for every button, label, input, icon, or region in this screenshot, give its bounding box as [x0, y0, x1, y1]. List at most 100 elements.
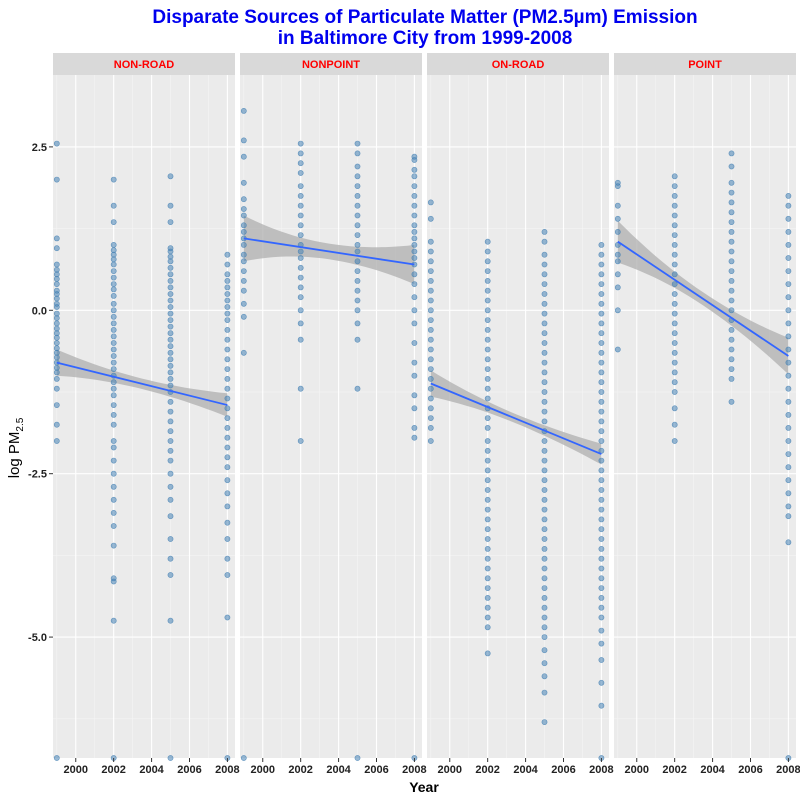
data-point	[728, 238, 735, 245]
x-tick-label: 2002	[288, 764, 312, 776]
data-point	[598, 369, 605, 376]
data-points	[614, 150, 792, 761]
data-point	[53, 245, 60, 252]
data-point	[110, 176, 117, 183]
data-point	[110, 444, 117, 451]
data-point	[411, 320, 418, 327]
y-axis-title-main: log PM	[6, 432, 23, 479]
data-point	[671, 192, 678, 199]
data-point	[240, 108, 247, 114]
data-point	[297, 284, 304, 291]
data-point	[167, 617, 174, 624]
data-point	[167, 297, 174, 304]
panel-background	[240, 75, 422, 758]
data-point	[167, 264, 174, 271]
data-point	[728, 179, 735, 186]
data-point	[167, 310, 174, 317]
facet-strip	[614, 53, 796, 75]
data-point	[598, 379, 605, 386]
data-point	[167, 291, 174, 297]
x-tick-label: 2006	[364, 764, 388, 776]
data-point	[484, 457, 491, 464]
data-point	[671, 300, 678, 307]
data-point	[541, 595, 548, 601]
data-point	[297, 438, 304, 444]
data-point	[728, 356, 735, 363]
data-point	[167, 398, 174, 405]
data-point	[541, 438, 548, 444]
data-point	[785, 398, 792, 405]
data-point	[598, 657, 605, 663]
data-point	[614, 183, 621, 189]
data-point	[728, 209, 735, 216]
data-point	[484, 375, 491, 382]
data-point	[411, 202, 418, 209]
data-point	[354, 248, 361, 255]
data-point	[541, 228, 548, 235]
data-point	[110, 578, 117, 585]
data-point	[785, 359, 792, 366]
data-point	[785, 192, 792, 199]
data-point	[240, 241, 247, 248]
data-point	[484, 415, 491, 421]
data-point	[354, 222, 361, 229]
data-point	[167, 317, 174, 323]
x-axis-title: Year	[409, 779, 439, 795]
data-point	[53, 304, 60, 310]
data-point	[541, 389, 548, 395]
data-point	[53, 261, 60, 268]
x-tick-label: 2006	[551, 764, 575, 776]
data-point	[427, 356, 434, 363]
data-point	[598, 640, 605, 647]
facet-panel-non-road: NON-ROAD 2000 2002 2004 2006 2008	[53, 53, 240, 776]
data-point	[110, 438, 117, 444]
x-tick-label: 2004	[700, 764, 725, 776]
data-point	[354, 307, 361, 314]
data-point	[240, 287, 247, 294]
data-point	[411, 166, 418, 173]
data-point	[297, 307, 304, 314]
data-point	[484, 477, 491, 484]
data-point	[240, 349, 247, 356]
trend-line	[617, 240, 789, 357]
data-point	[484, 326, 491, 333]
data-point	[167, 408, 174, 415]
data-point	[354, 277, 361, 284]
data-point	[167, 323, 174, 330]
data-point	[484, 650, 491, 657]
data-point	[427, 277, 434, 284]
data-point	[240, 206, 247, 212]
data-point	[614, 202, 621, 209]
data-point	[224, 572, 231, 578]
data-point	[728, 228, 735, 235]
data-point	[598, 271, 605, 278]
data-point	[224, 284, 231, 291]
data-point	[541, 624, 548, 631]
data-point	[167, 483, 174, 490]
data-point	[785, 268, 792, 274]
data-point	[224, 536, 231, 542]
data-point	[224, 519, 231, 526]
data-point	[484, 555, 491, 562]
data-point	[297, 320, 304, 327]
data-point	[224, 424, 231, 431]
x-tick-label: 2000	[64, 764, 88, 776]
panel-background	[614, 75, 796, 758]
data-point	[53, 140, 60, 147]
data-point	[427, 415, 434, 421]
data-point	[671, 232, 678, 238]
data-point	[167, 248, 174, 255]
data-point	[240, 196, 247, 203]
data-point	[671, 291, 678, 297]
data-point	[598, 349, 605, 356]
data-point	[598, 281, 605, 287]
data-point	[785, 411, 792, 418]
data-point	[240, 258, 247, 265]
data-point	[484, 614, 491, 621]
data-point	[240, 313, 247, 320]
data-point	[785, 539, 792, 546]
data-point	[224, 454, 231, 461]
data-point	[110, 261, 117, 268]
confidence-band	[617, 220, 789, 375]
data-point	[484, 395, 491, 402]
